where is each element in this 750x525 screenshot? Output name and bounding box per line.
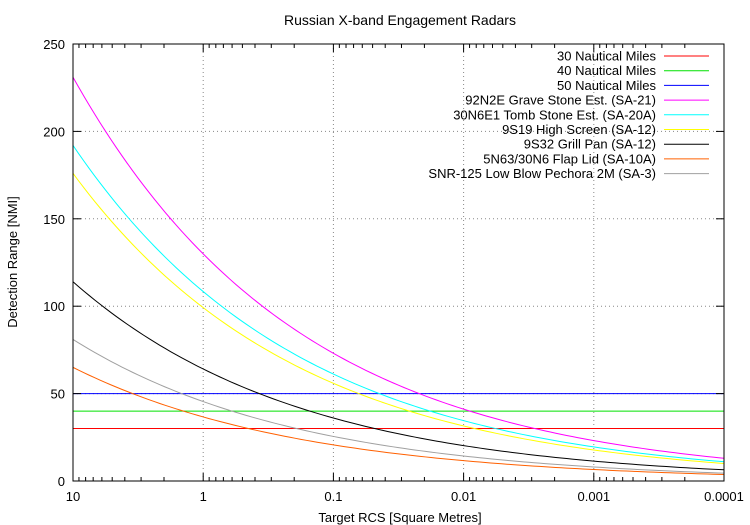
y-axis-label: Detection Range [NMI] [5,196,20,328]
ticks: 0 50 100 150 200 250 10 1 0.1 0.01 0.001 0.0001 [43,37,744,504]
series-line [72,173,725,465]
y-tick-label: 250 [43,37,65,52]
x-tick-label: 0.1 [324,489,342,504]
y-tick-label: 0 [58,474,65,489]
series-line [72,76,725,459]
x-tick-label: 1 [200,489,207,504]
y-tick-label: 50 [51,387,65,402]
legend-label: 9S19 High Screen (SA-12) [502,122,656,137]
legend-label: 9S32 Grill Pan (SA-12) [524,137,656,152]
chart-title: Russian X-band Engagement Radars [284,12,516,28]
legend-label: SNR-125 Low Blow Pechora 2M (SA-3) [428,166,656,181]
x-tick-label: 10 [66,489,80,504]
x-tick-label: 0.0001 [704,489,744,504]
y-tick-label: 150 [43,212,65,227]
y-tick-label: 100 [43,299,65,314]
legend-label: 30 Nautical Miles [557,49,656,64]
series-layer [72,76,725,476]
series-line [72,366,725,476]
x-tick-label: 0.01 [451,489,476,504]
plot-frame [72,43,725,482]
x-axis-label: Target RCS [Square Metres] [318,510,481,525]
series-line [72,338,725,474]
y-tick-label: 200 [43,124,65,139]
x-tick-label: 0.001 [578,489,611,504]
legend-label: 5N63/30N6 Flap Lid (SA-10A) [483,151,656,166]
legend-label: 50 Nautical Miles [557,78,656,93]
series-line [72,145,725,463]
legend-label: 92N2E Grave Stone Est. (SA-21) [465,93,656,108]
legend-label: 40 Nautical Miles [557,63,656,78]
legend-label: 30N6E1 Tomb Stone Est. (SA-20A) [453,107,656,122]
series-line [72,281,725,471]
